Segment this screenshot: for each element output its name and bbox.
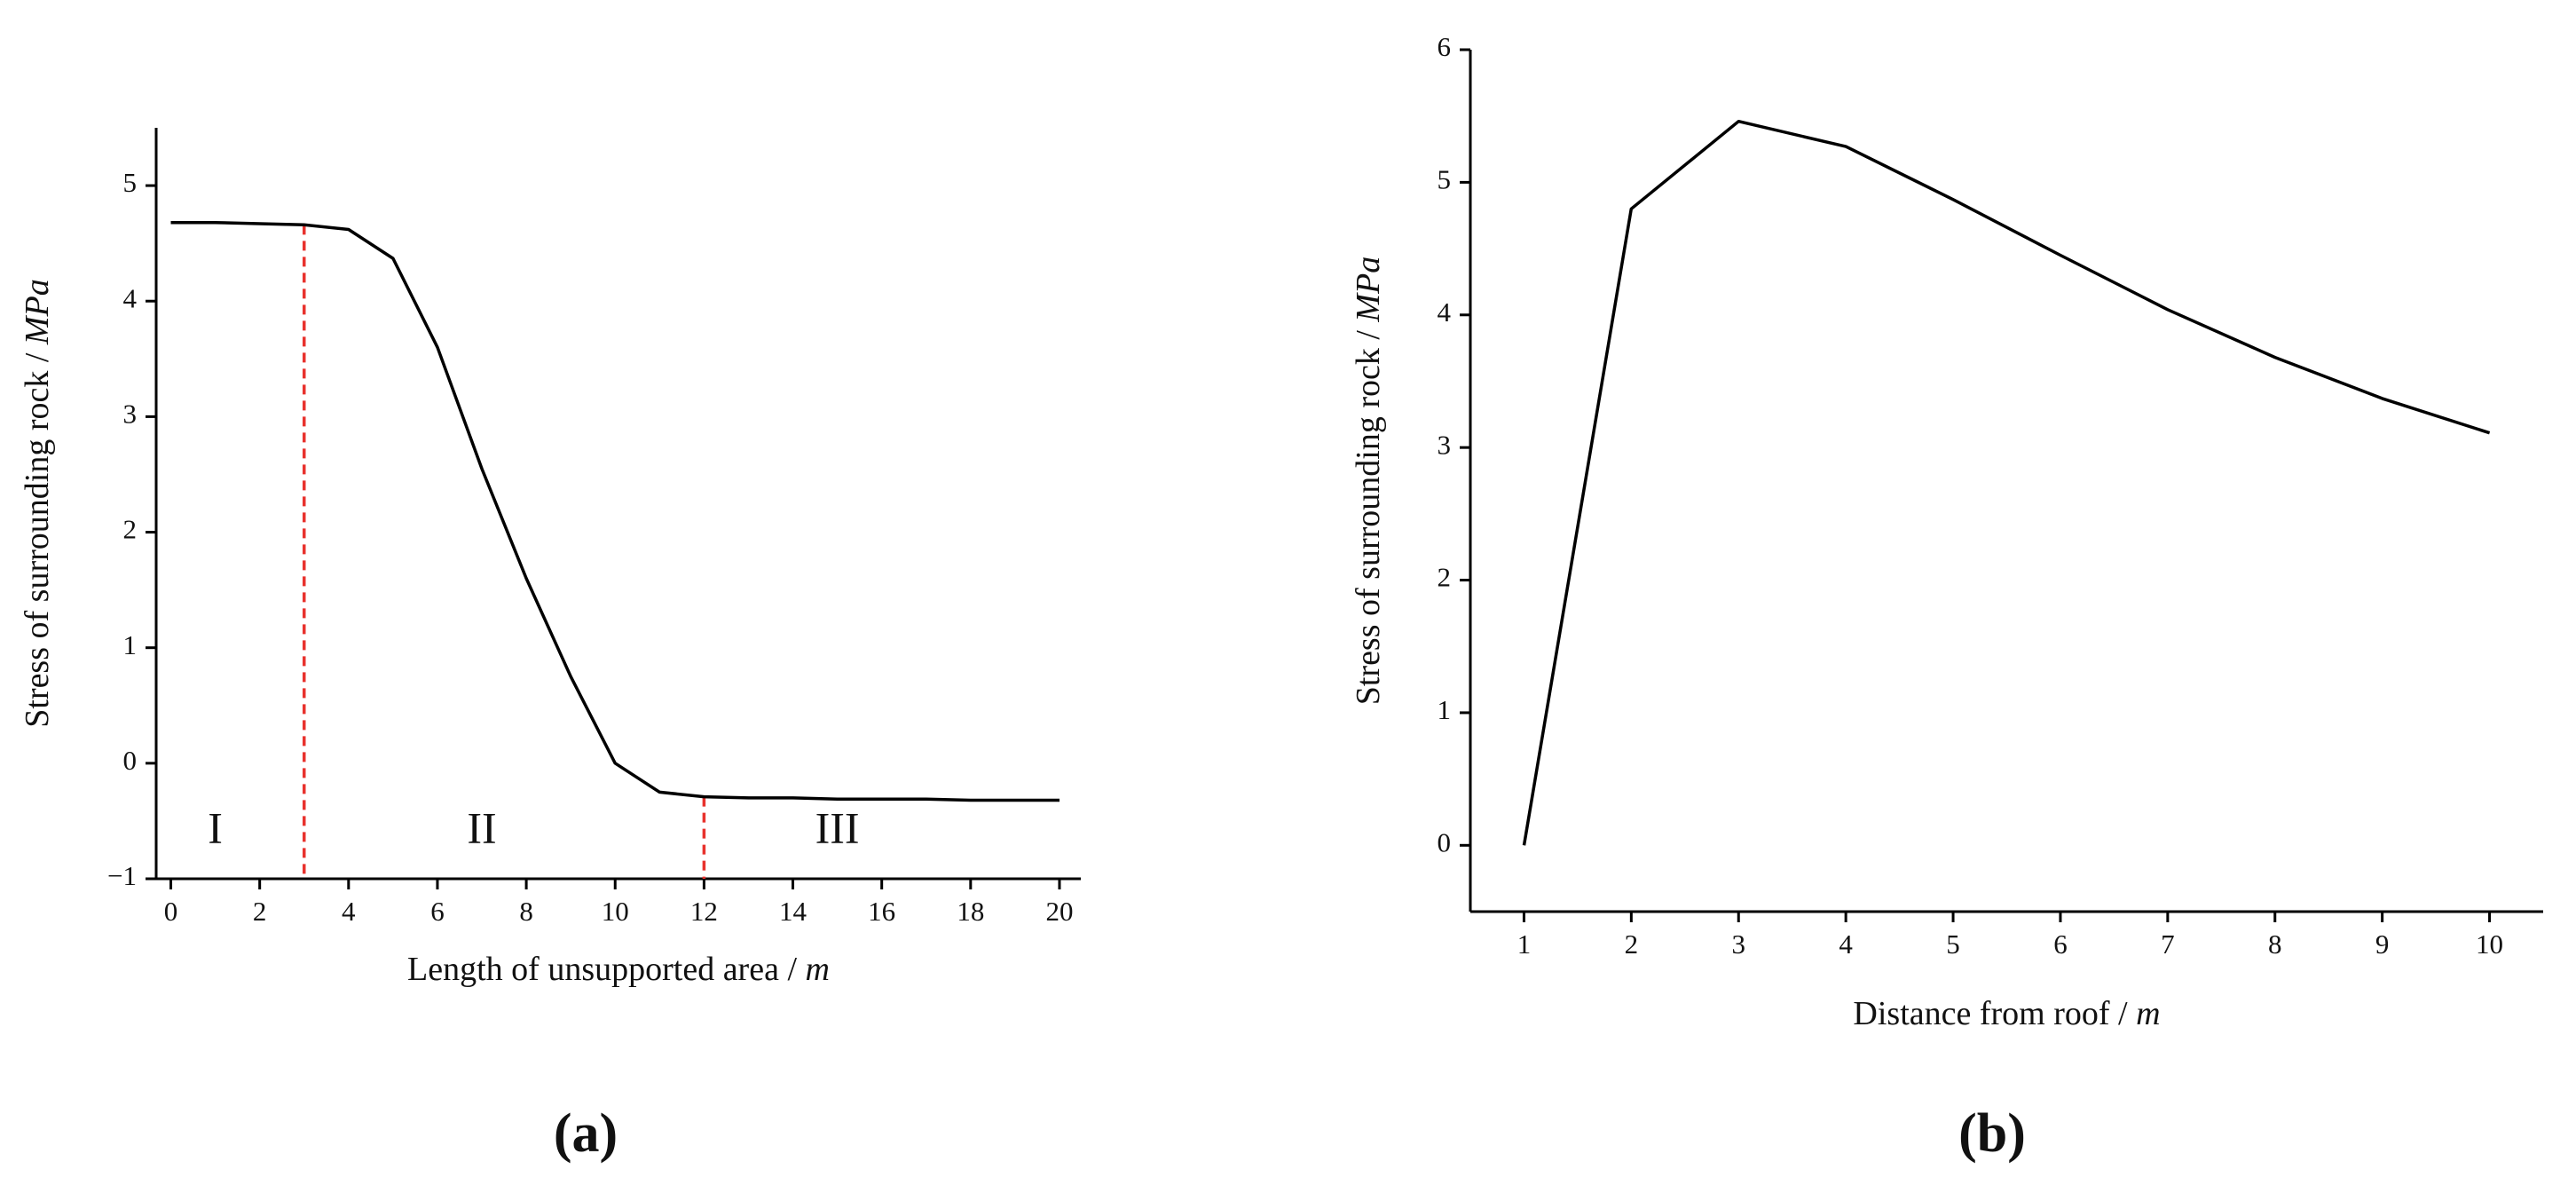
y-tick-label: 5 <box>1438 163 1452 194</box>
region-label: I <box>208 802 223 852</box>
panel-label: (b) <box>1958 1103 2026 1164</box>
x-axis-label: Distance from roof / m <box>1853 995 2160 1032</box>
y-tick-label: 3 <box>123 398 138 429</box>
x-axis-label-text: Distance from roof / <box>1853 995 2136 1032</box>
y-tick-label: 0 <box>123 745 138 776</box>
x-tick-label: 8 <box>2268 928 2282 960</box>
x-tick-label: 10 <box>602 896 629 927</box>
x-tick-label: 12 <box>690 896 718 927</box>
y-tick-label: 1 <box>123 629 138 660</box>
x-tick-label: 4 <box>342 896 356 927</box>
x-axis-label: Length of unsupported area / m <box>407 951 830 988</box>
x-tick-label: 6 <box>430 896 445 927</box>
region-label: II <box>467 802 496 852</box>
x-tick-label: 0 <box>164 896 178 927</box>
x-tick-label: 1 <box>1517 928 1532 960</box>
y-tick-label: 4 <box>123 282 138 313</box>
x-tick-label: 2 <box>253 896 267 927</box>
x-axis-label-unit: m <box>806 951 830 988</box>
x-tick-label: 10 <box>2476 928 2503 960</box>
y-tick-label: 5 <box>123 167 138 198</box>
x-axis-label-unit: m <box>2136 995 2160 1032</box>
x-tick-label: 4 <box>1839 928 1853 960</box>
x-tick-label: 2 <box>1625 928 1639 960</box>
x-tick-label: 16 <box>868 896 895 927</box>
y-tick-label: 0 <box>1438 826 1452 857</box>
x-tick-label: 8 <box>519 896 533 927</box>
line <box>170 220 1060 802</box>
x-tick-label: 3 <box>1732 928 1746 960</box>
y-axis-label: Stress of surrounding rock / MPa <box>19 279 56 728</box>
x-axis-label-text: Length of unsupported area / <box>407 951 805 988</box>
line <box>1522 119 2491 846</box>
y-tick-label: 2 <box>1438 562 1452 593</box>
y-axis-label: Stress of surrounding rock / MPa <box>1350 257 1387 706</box>
panel-label: (a) <box>554 1103 618 1164</box>
y-tick-label: 2 <box>123 514 138 545</box>
y-axis-label-unit: MPa <box>1350 257 1387 323</box>
y-tick-label: −1 <box>107 860 137 891</box>
y-tick-label: 6 <box>1438 31 1452 62</box>
y-axis-label-text: Stress of surrounding rock / <box>1350 322 1387 706</box>
x-tick-label: 14 <box>779 896 807 927</box>
x-tick-label: 5 <box>1946 928 1960 960</box>
x-tick-label: 6 <box>2053 928 2068 960</box>
y-tick-label: 4 <box>1438 296 1452 328</box>
region-label: III <box>815 802 860 852</box>
y-axis-label-text: Stress of surrounding rock / <box>19 344 56 728</box>
panel: 0 1 2 3 4 5 6 1 2 3 4 5 6 7 8 9 10 Distance from roof / m… <box>1350 31 2543 1164</box>
x-tick-label: 9 <box>2375 928 2390 960</box>
x-tick-label: 18 <box>957 896 984 927</box>
x-tick-label: 7 <box>2161 928 2175 960</box>
y-axis-label-unit: MPa <box>19 279 56 345</box>
x-tick-label: 20 <box>1045 896 1073 927</box>
y-tick-label: 1 <box>1438 694 1452 725</box>
y-tick-label: 3 <box>1438 429 1452 460</box>
